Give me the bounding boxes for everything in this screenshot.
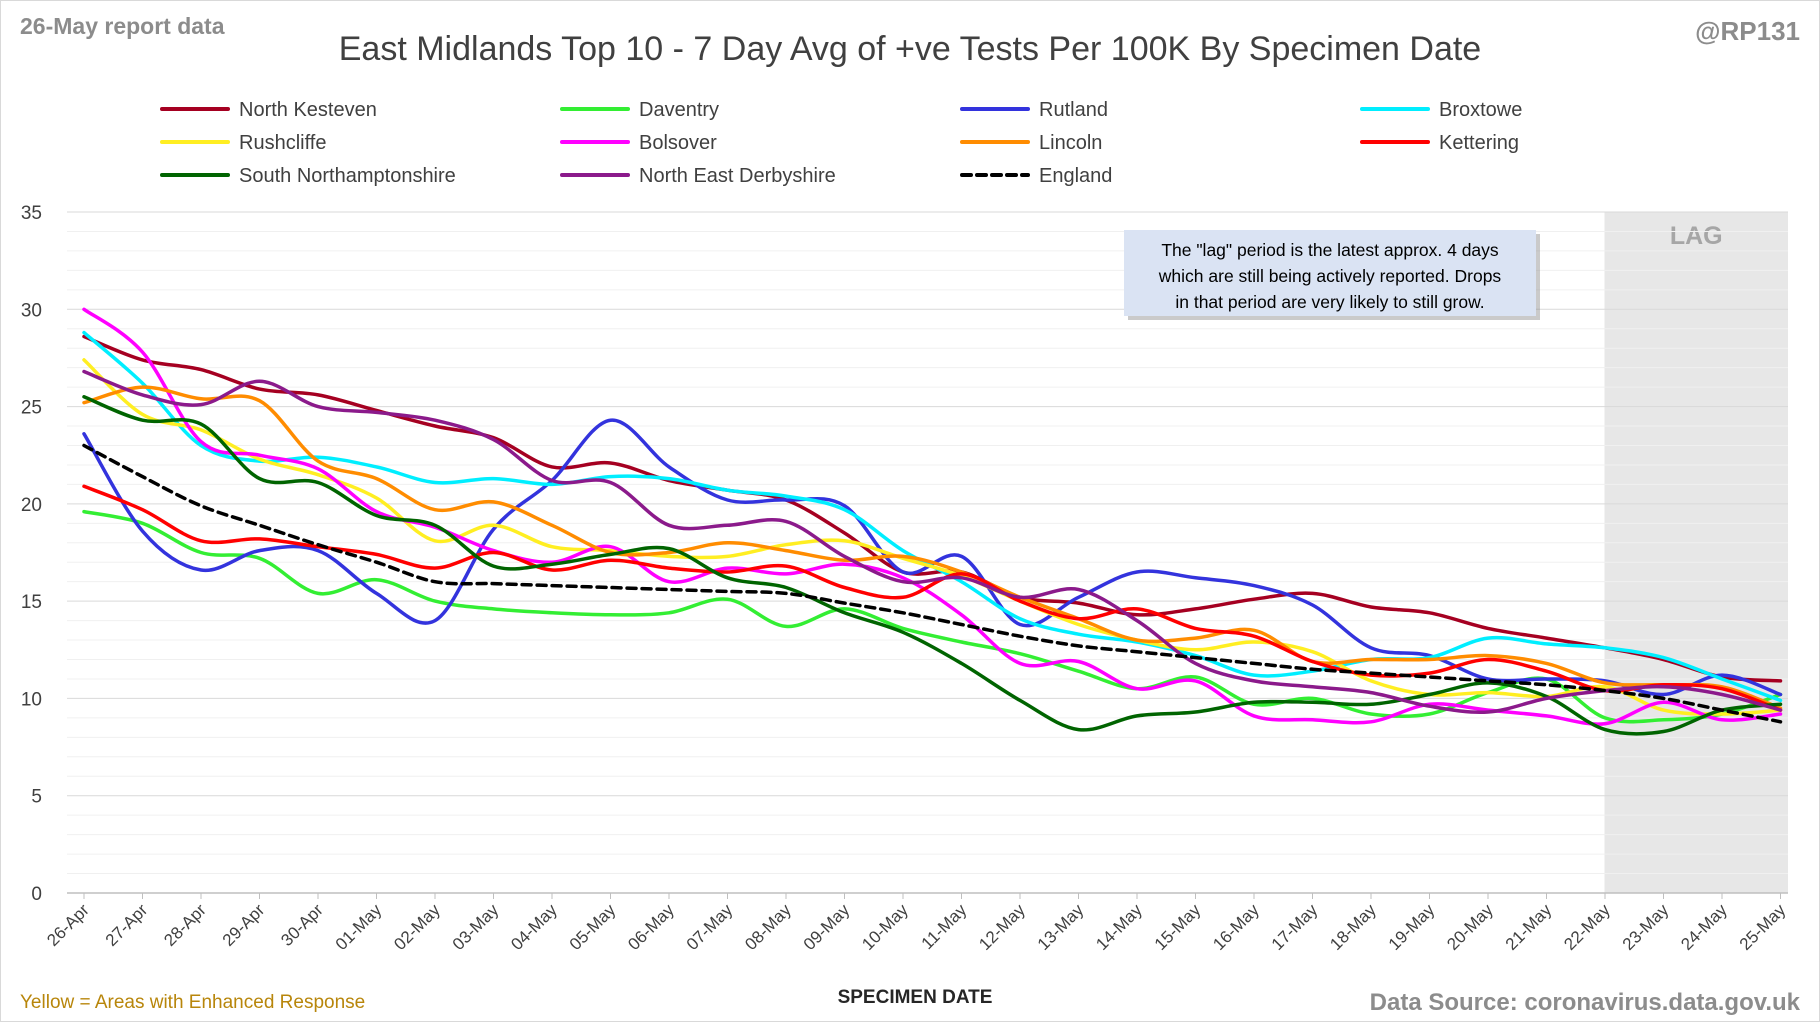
series-line-lincoln [82,385,1783,710]
y-tick-label: 5 [31,787,42,808]
legend-label-daventry: Daventry [639,99,719,121]
annotation-line-2: which are still being actively reported.… [1158,266,1502,286]
author-handle: @RP131 [1695,16,1800,46]
legend-label-north-east-derbyshire: North East Derbyshire [639,165,836,187]
report-date-note: 26-May report data [20,13,225,39]
annotation-line-1: The "lag" period is the latest approx. 4… [1161,240,1499,260]
legend-label-north-kesteven: North Kesteven [239,99,377,121]
lag-shading [1604,212,1788,893]
series-lines [82,307,1783,736]
series-line-rushcliffe [82,358,1783,716]
y-tick-label: 0 [31,884,42,905]
legend-label-kettering: Kettering [1439,132,1519,154]
series-line-north-kesteven [82,334,1783,683]
lag-region: LAG [1604,212,1788,893]
series-line-north-east-derbyshire [82,369,1783,715]
series-line-rutland [82,418,1783,697]
y-axis: 0 5 10 15 20 25 30 35 [21,203,42,905]
y-tick-label: 20 [21,495,42,516]
series-line-kettering [82,484,1783,712]
lag-annotation: The "lag" period is the latest approx. 4… [1124,230,1540,320]
y-tick-label: 25 [21,398,42,419]
y-tick-label: 15 [21,592,42,613]
series-line-england [82,443,1783,724]
legend-label-england: England [1039,165,1112,187]
y-tick-label: 30 [21,300,42,321]
legend-label-broxtowe: Broxtowe [1439,99,1522,121]
chart-title: East Midlands Top 10 - 7 Day Avg of +ve … [339,30,1481,68]
legend-label-rushcliffe: Rushcliffe [239,132,326,154]
legend-label-bolsover: Bolsover [639,132,717,154]
data-source-note: Data Source: coronavirus.data.gov.uk [1370,989,1801,1016]
annotation-line-3: in that period are very likely to still … [1175,292,1484,312]
legend-label-south-northamptonshire: South Northamptonshire [239,165,456,187]
legend-label-rutland: Rutland [1039,99,1108,121]
legend-label-lincoln: Lincoln [1039,132,1102,154]
lag-label: LAG [1670,222,1723,250]
y-tick-label: 10 [21,689,42,710]
y-tick-label: 35 [21,203,42,224]
series-line-south-northamptonshire [82,395,1783,736]
x-axis-title: SPECIMEN DATE [838,987,993,1008]
annotation-box-bg [1124,230,1536,316]
footer-enhanced-response-note: Yellow = Areas with Enhanced Response [20,992,365,1013]
legend: North Kesteven Daventry Rutland Broxtowe Rus… [160,99,1522,187]
